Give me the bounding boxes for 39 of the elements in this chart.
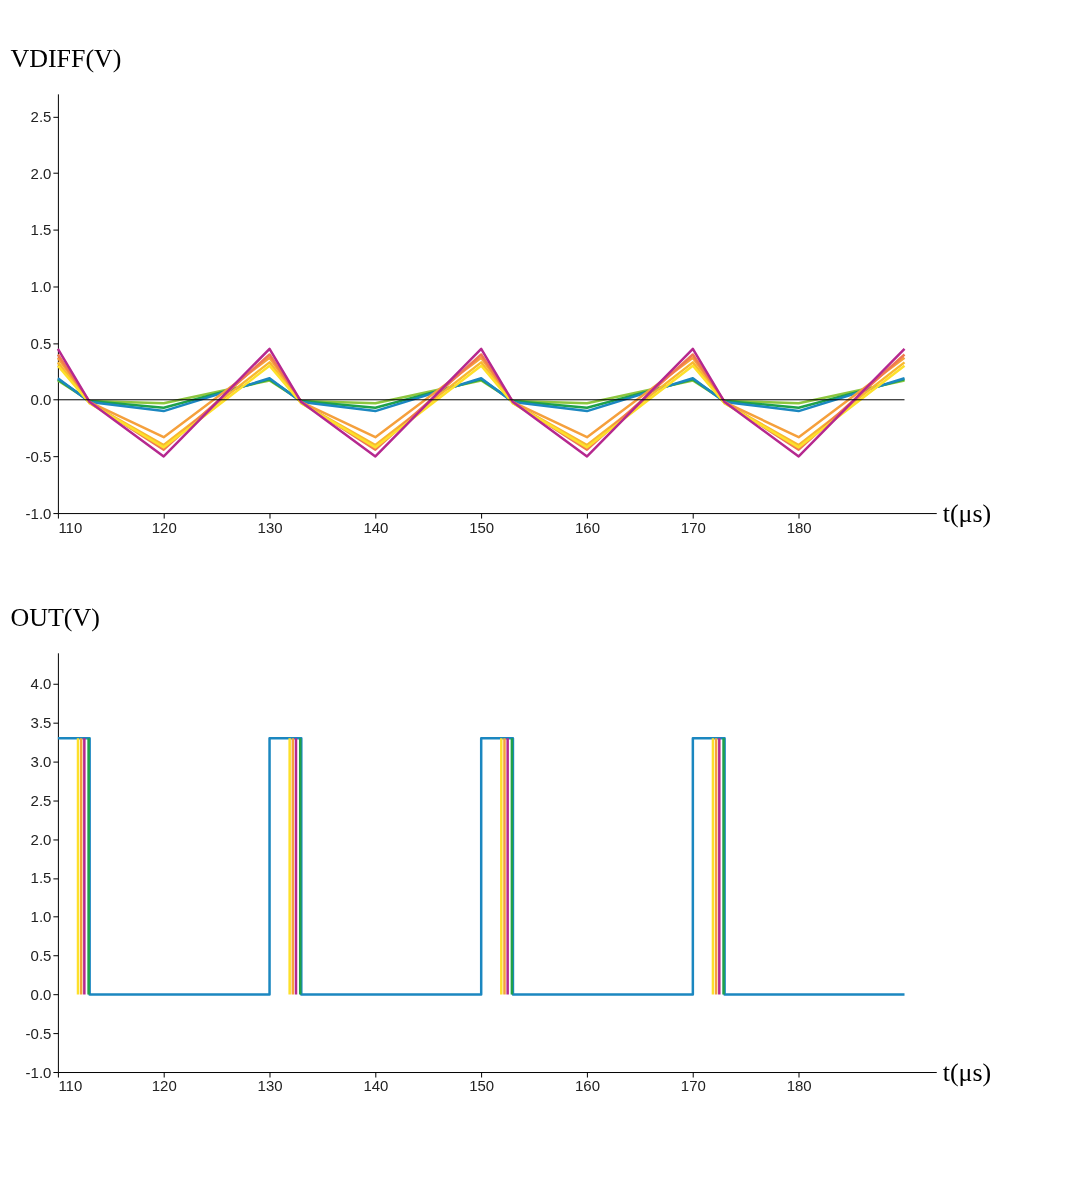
y-tick-label: 0.0 <box>30 391 52 409</box>
y-tick-label: 2.5 <box>30 108 52 126</box>
x-tick-label: 110 <box>58 518 83 536</box>
y-tick-label: 1.5 <box>30 869 52 887</box>
y-tick-label: 4.0 <box>30 675 52 693</box>
y-tick-label: 2.0 <box>30 830 52 848</box>
y-tick-label: -1.0 <box>25 1063 52 1081</box>
x-tick-label: 160 <box>575 518 601 536</box>
x-tick-label: 180 <box>786 518 812 536</box>
x-tick-label: 140 <box>363 518 389 536</box>
x-axis-title: t(μs) <box>942 498 992 528</box>
y-tick-label: 3.0 <box>30 752 52 770</box>
y-tick-label: 1.5 <box>30 221 52 239</box>
x-tick-label: 110 <box>58 1077 83 1095</box>
x-tick-label: 120 <box>151 518 177 536</box>
x-tick-label: 150 <box>469 1077 495 1095</box>
x-tick-label: 130 <box>257 518 283 536</box>
x-tick-label: 130 <box>257 1077 283 1095</box>
y-tick-label: 0.0 <box>30 985 52 1003</box>
y-tick-label: 3.5 <box>30 714 52 732</box>
x-tick-label: 150 <box>469 518 495 536</box>
x-tick-label: 120 <box>151 1077 177 1095</box>
y-tick-label: 2.5 <box>30 791 52 809</box>
y-tick-label: 1.0 <box>30 277 52 295</box>
x-tick-label: 170 <box>680 518 706 536</box>
x-tick-label: 140 <box>363 1077 389 1095</box>
y-tick-label: -1.0 <box>25 504 52 522</box>
x-tick-label: 160 <box>575 1077 601 1095</box>
y-tick-label: -0.5 <box>25 1024 52 1042</box>
x-tick-label: 180 <box>786 1077 812 1095</box>
y-axis-title: OUT(V) <box>10 603 100 633</box>
y-tick-label: 2.0 <box>30 164 52 182</box>
y-tick-label: 1.0 <box>30 908 52 926</box>
y-axis-title: VDIFF(V) <box>10 44 122 74</box>
y-tick-label: 0.5 <box>30 947 52 965</box>
y-tick-label: -0.5 <box>25 447 52 465</box>
y-tick-label: 0.5 <box>30 334 52 352</box>
x-axis-title: t(μs) <box>942 1057 992 1087</box>
x-tick-label: 170 <box>680 1077 706 1095</box>
